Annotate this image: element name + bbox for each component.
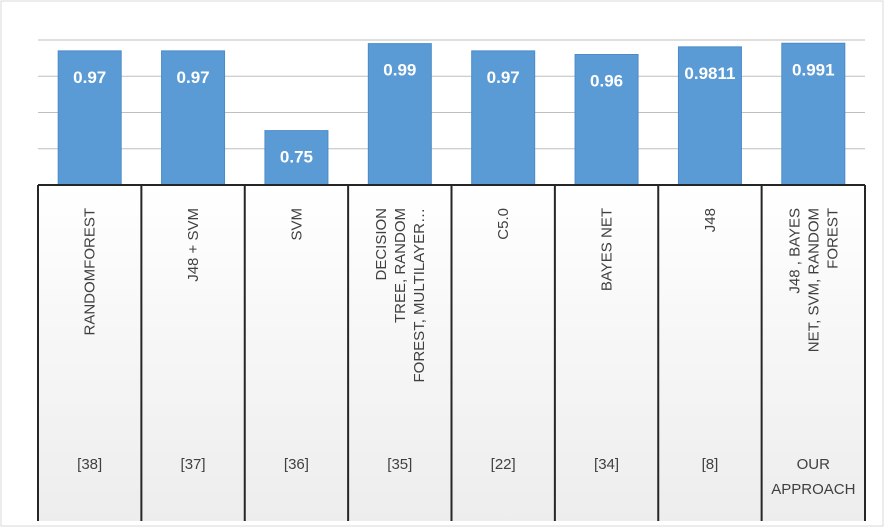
category-dividers [37,184,866,521]
method-label: FOREST, MULTILAYER… [411,208,428,382]
data-label: 0.99 [383,61,416,80]
data-label: 0.9811 [684,64,735,83]
data-label: 0.96 [590,72,623,91]
reference-labels: [38] [37] [36] [35] [22] [34] [8] OUR APPROACH [77,456,855,498]
reference-label: APPROACH [771,481,855,498]
data-label: 0.991 [792,60,835,79]
data-label: 0.75 [280,148,313,167]
reference-label: [37] [181,456,206,473]
bar [264,130,329,186]
bars [57,42,846,186]
method-label: J48 + SVM [185,208,202,282]
reference-label: [36] [284,456,309,473]
data-label: 0.97 [487,68,520,87]
method-label: NET, SVM, RANDOM [805,208,822,352]
method-label: RANDOMFOREST [82,208,99,336]
data-label: 0.97 [177,68,210,87]
method-label: TREE, RANDOM [392,208,409,323]
reference-label: [8] [702,456,719,473]
bar [781,42,846,186]
bar [677,46,742,186]
method-label: J48 [702,208,719,232]
reference-label: [38] [77,456,102,473]
reference-label: OUR [797,456,831,473]
method-labels: RANDOMFOREST J48 + SVM SVM DECISION TREE, RA… [82,208,842,382]
reference-label: [35] [387,456,412,473]
bar [471,50,536,186]
bar [57,50,122,186]
bar [161,50,226,186]
reference-label: [22] [491,456,516,473]
method-label: SVM [288,208,305,241]
bar [367,43,432,186]
method-label: FOREST [824,208,841,269]
data-labels: 0.97 0.97 0.75 0.99 0.97 0.96 0.9811 0.991 [73,60,834,166]
method-label: J48 , BAYES [786,208,803,294]
method-label: DECISION [373,208,390,281]
reference-label: [34] [594,456,619,473]
method-label: BAYES NET [599,208,616,291]
bar [574,54,639,186]
method-label: C5.0 [495,208,512,240]
data-label: 0.97 [73,68,106,87]
